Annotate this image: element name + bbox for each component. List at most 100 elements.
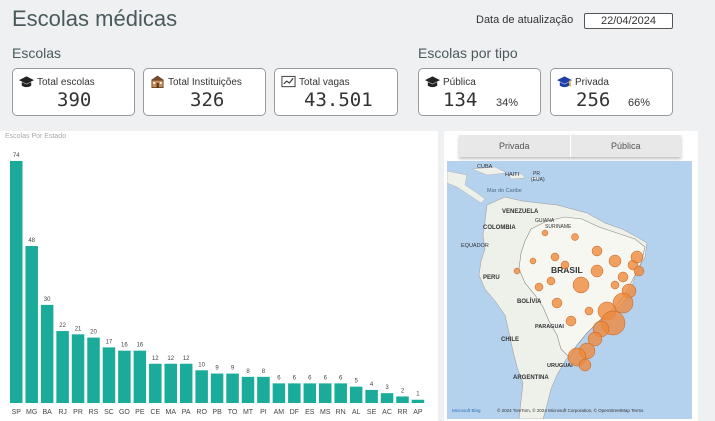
map-bubble[interactable]	[550, 252, 560, 262]
bar-pr[interactable]	[71, 334, 85, 403]
bar-es[interactable]	[303, 383, 317, 403]
map-bubble[interactable]	[590, 264, 604, 278]
card-value: 134	[443, 89, 478, 111]
bar-value-label: 9	[215, 366, 219, 372]
map-bubble[interactable]	[541, 229, 549, 237]
map-label-pr: PR	[533, 171, 540, 177]
bar-ap[interactable]	[411, 399, 425, 403]
card-total-instituicoes: Total Instituições 326	[143, 68, 266, 116]
graduation-cap-icon	[19, 76, 34, 88]
bar-rj[interactable]	[56, 331, 69, 403]
map-bubble[interactable]	[610, 280, 620, 290]
bar-value-label: 6	[293, 375, 297, 381]
bar-mt[interactable]	[241, 376, 255, 403]
x-tick-label: MA	[166, 409, 177, 416]
map-bubble[interactable]	[572, 276, 590, 294]
bar-ba[interactable]	[40, 304, 54, 403]
map-bubble[interactable]	[571, 233, 579, 241]
map-label-cuba: CUBA	[477, 164, 493, 170]
map[interactable]: CUBA HAITI PR (EUA) Mar do Caribe VENEZU…	[447, 161, 692, 419]
map-bubble[interactable]	[587, 331, 603, 347]
x-tick-label: MG	[26, 409, 37, 416]
map-label-bolivia: BOLÍVIA	[517, 297, 542, 305]
x-tick-label: GO	[119, 409, 130, 416]
card-label: Privada	[575, 77, 609, 88]
map-bubble[interactable]	[630, 250, 644, 264]
map-label-eua: (EUA)	[531, 177, 545, 183]
map-bubble[interactable]	[565, 315, 577, 327]
map-bubble[interactable]	[551, 297, 563, 309]
bar-value-label: 6	[277, 375, 281, 381]
map-bubble[interactable]	[578, 358, 592, 372]
update-date-field[interactable]: 22/04/2024	[584, 13, 673, 29]
map-label-caribe: Mar do Caribe	[487, 188, 522, 194]
map-bubble[interactable]	[591, 245, 603, 257]
x-tick-label: SC	[104, 409, 114, 416]
x-tick-label: PB	[212, 409, 222, 416]
map-bubble[interactable]	[612, 292, 634, 314]
map-label-paraguai: PARAGUAI	[535, 324, 564, 330]
map-bubbles	[513, 229, 645, 372]
x-tick-label: SP	[12, 409, 22, 416]
x-tick-label: SE	[367, 409, 377, 416]
bar-pe[interactable]	[133, 350, 147, 403]
map-label-guiana: GUIANA	[535, 218, 555, 224]
bar-value-label: 22	[59, 323, 66, 329]
map-bubble[interactable]	[617, 271, 629, 283]
bar-value-label: 9	[231, 366, 235, 372]
card-publica: Pública 134 34%	[418, 68, 541, 116]
bar-pi[interactable]	[257, 376, 270, 403]
x-tick-label: BA	[42, 409, 52, 416]
bar-value-label: 48	[28, 238, 35, 244]
bar-value-label: 20	[90, 330, 97, 336]
bar-ma[interactable]	[164, 363, 178, 403]
x-tick-label: PR	[73, 409, 83, 416]
bar-al[interactable]	[349, 386, 363, 403]
bar-rs[interactable]	[87, 337, 100, 403]
bar-value-label: 5	[354, 379, 358, 385]
map-bubble[interactable]	[534, 282, 544, 292]
bar-se[interactable]	[365, 389, 378, 403]
school-building-icon	[150, 75, 165, 88]
x-tick-label: AP	[413, 409, 423, 416]
map-label-haiti: HAITI	[505, 172, 520, 178]
map-panel: Privada Pública CUBA HAITI PR (EUA) Mar …	[444, 131, 698, 421]
bar-value-label: 8	[262, 369, 266, 375]
map-bubble[interactable]	[513, 267, 521, 275]
bar-value-label: 21	[75, 326, 82, 332]
map-label-brasil: BRASIL	[551, 265, 583, 275]
x-tick-label: DF	[290, 409, 299, 416]
card-value: 43.501	[304, 89, 373, 111]
map-bubble[interactable]	[560, 260, 570, 270]
bar-value-label: 74	[13, 153, 20, 159]
section-por-tipo-title: Escolas por tipo	[418, 45, 518, 61]
bar-sc[interactable]	[102, 347, 116, 403]
card-label: Total escolas	[37, 77, 95, 88]
bar-go[interactable]	[118, 350, 131, 403]
bar-to[interactable]	[226, 373, 239, 403]
map-attribution[interactable]: © 2024 TomTom, © 2024 Microsoft Corporat…	[497, 407, 644, 413]
bar-mg[interactable]	[25, 246, 38, 403]
map-island-pr	[532, 177, 538, 179]
map-bubble[interactable]	[546, 276, 556, 286]
bar-pa[interactable]	[179, 363, 193, 403]
map-bubble[interactable]	[529, 257, 537, 265]
map-island-cuba	[471, 166, 508, 176]
map-bubble[interactable]	[608, 254, 622, 268]
bar-ac[interactable]	[380, 393, 394, 403]
bar-ce[interactable]	[149, 363, 162, 403]
bar-value-label: 12	[167, 356, 174, 362]
bar-pb[interactable]	[210, 373, 224, 403]
bar-ms[interactable]	[319, 383, 332, 403]
bar-sp[interactable]	[10, 161, 23, 403]
bar-rr[interactable]	[396, 396, 409, 403]
map-label-chile: CHILE	[501, 337, 519, 343]
bar-df[interactable]	[288, 383, 301, 403]
tab-privada[interactable]: Privada	[459, 135, 571, 157]
bar-am[interactable]	[272, 383, 286, 403]
tab-publica[interactable]: Pública	[610, 141, 641, 151]
bar-rn[interactable]	[334, 383, 347, 403]
map-bubble[interactable]	[633, 265, 645, 277]
bar-ro[interactable]	[195, 370, 208, 403]
map-bubble[interactable]	[584, 306, 594, 316]
